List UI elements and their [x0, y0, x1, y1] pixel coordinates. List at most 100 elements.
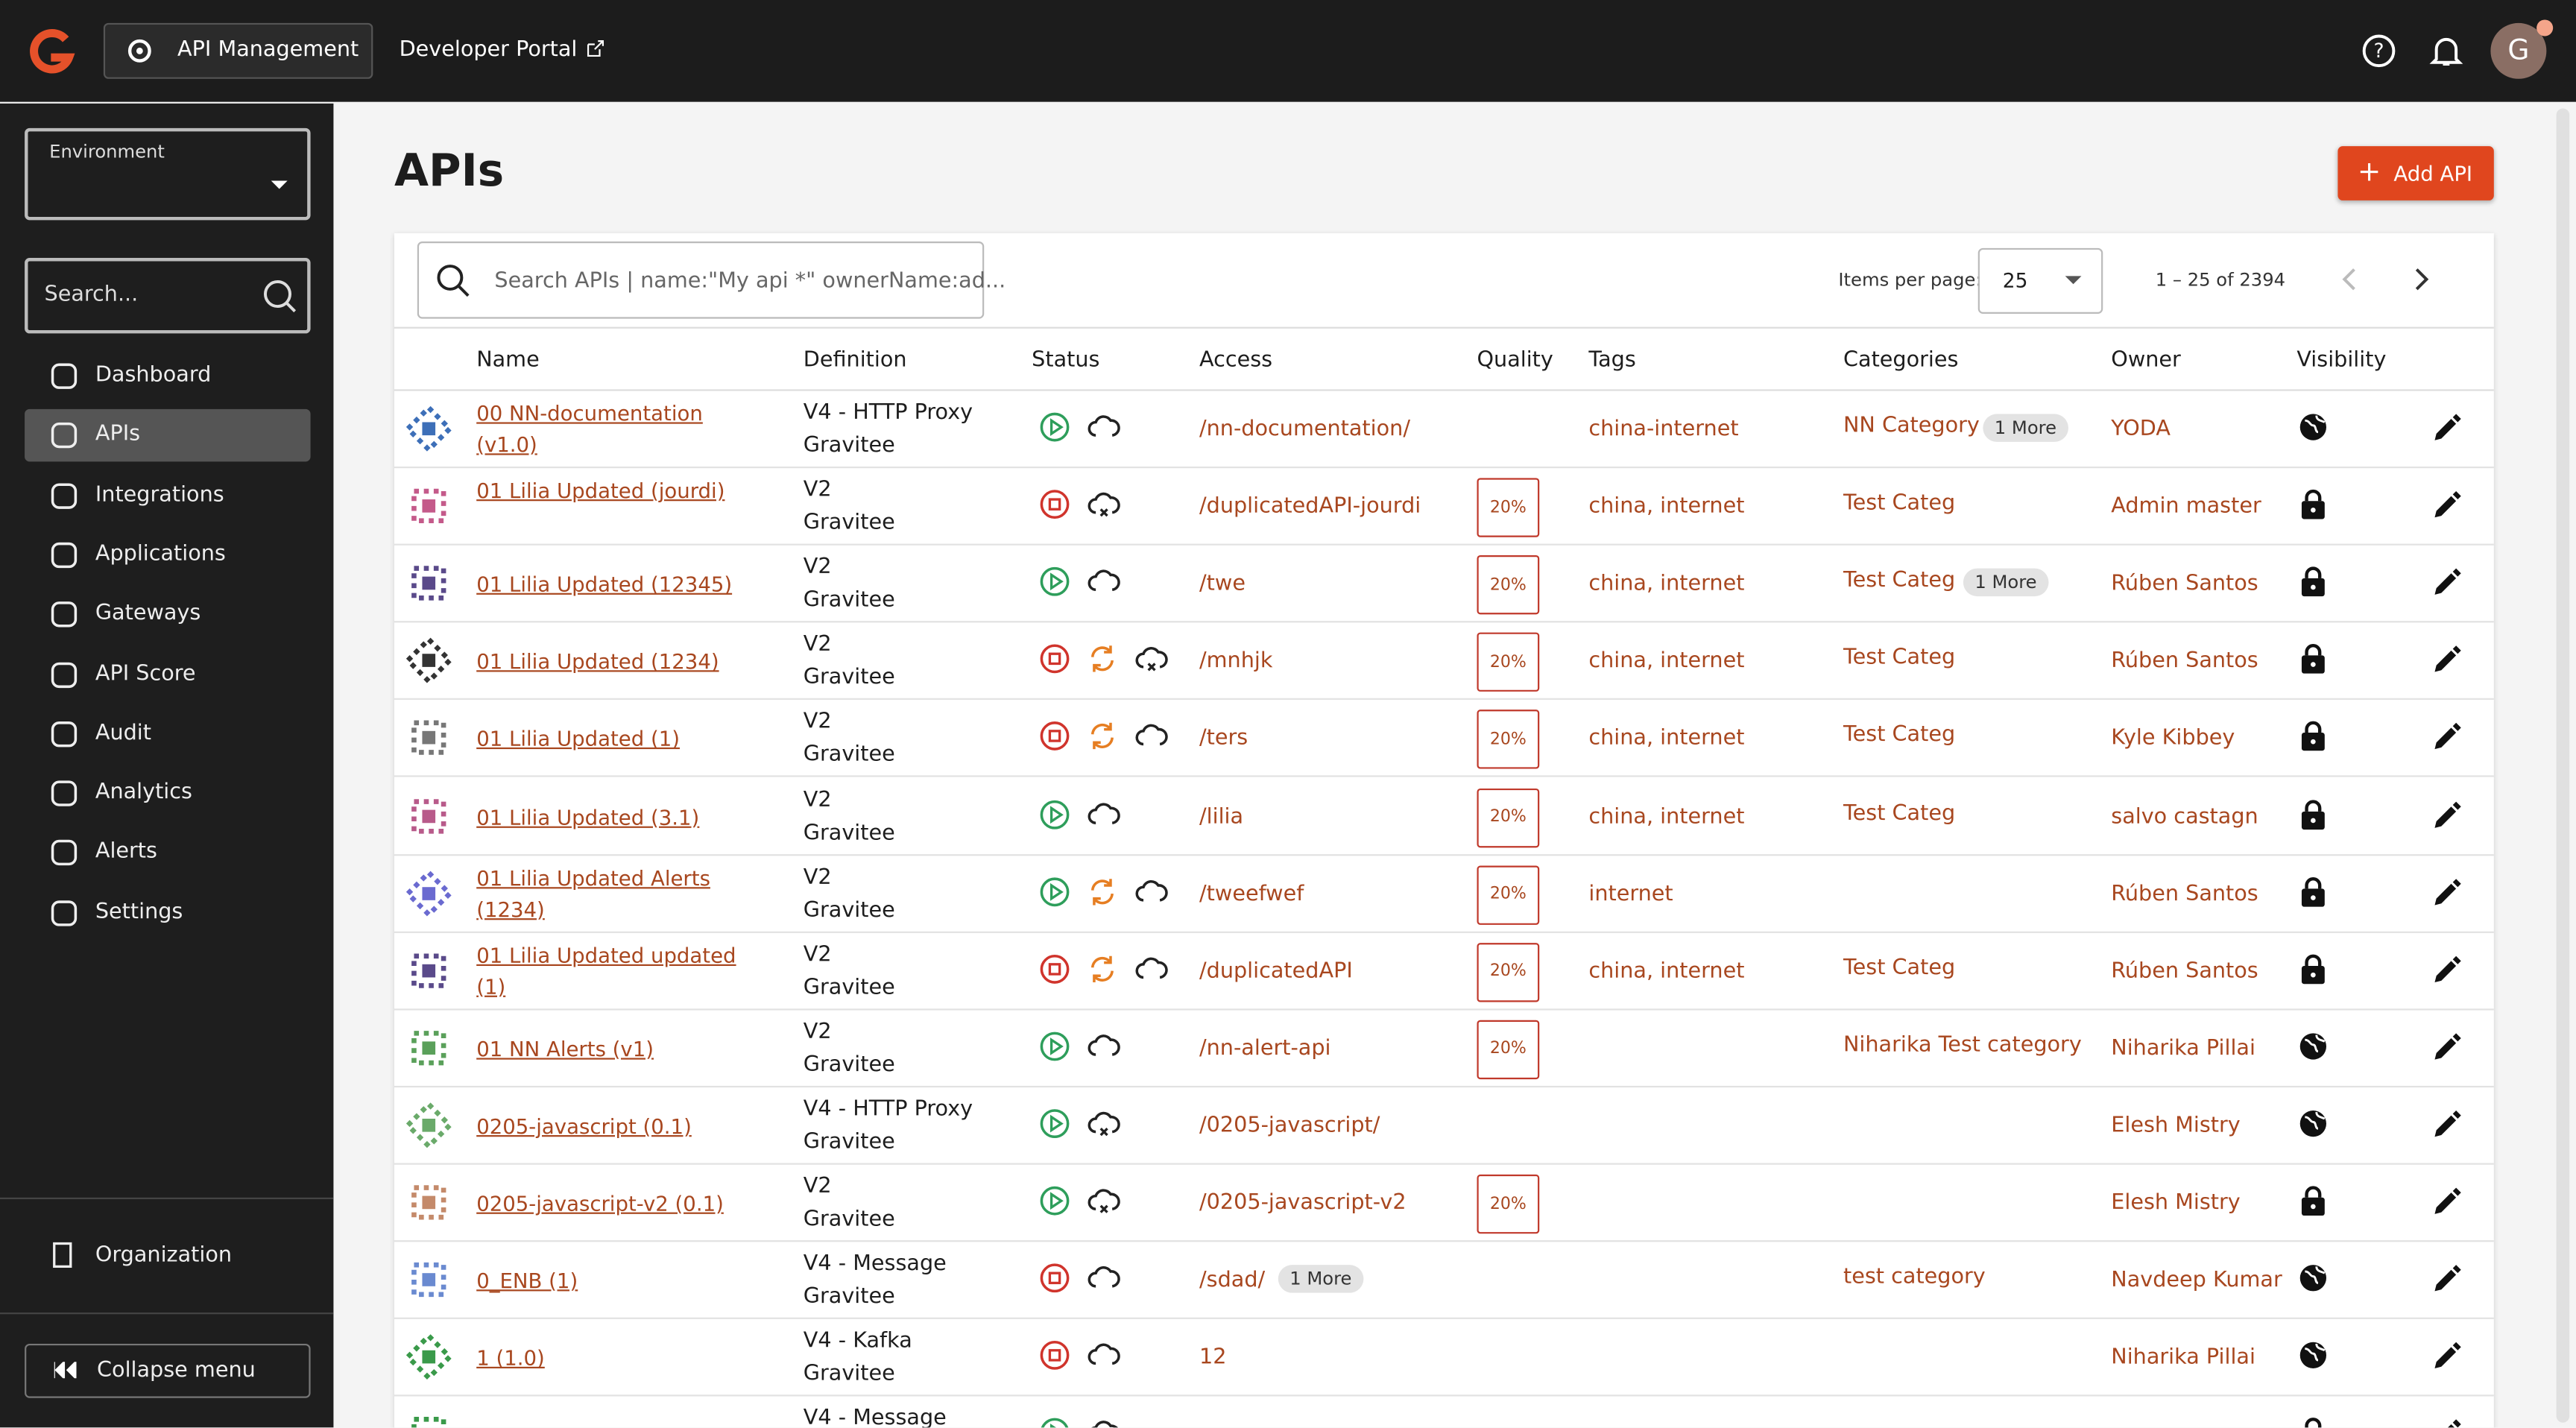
table-row[interactable]: 01 NN Alerts (v1) V2 Gravitee/nn-alert-api…	[394, 1010, 2494, 1087]
menu-icon	[49, 421, 79, 451]
status-icon	[1038, 411, 1074, 446]
page-title: APIs	[394, 146, 505, 198]
table-row[interactable]: 00 NN-documentation (v1.0) V4 - HTTP Prox…	[394, 391, 2494, 469]
bell-icon[interactable]	[2428, 33, 2464, 69]
table-row[interactable]: 01 Lilia Updated updated (1) V2 Gravitee/d…	[394, 932, 2494, 1010]
api-tags: china-internet	[1588, 417, 1739, 442]
menu-icon	[49, 838, 79, 868]
access-more: 1 More	[1278, 1265, 1363, 1293]
status-icon-svg	[1040, 1186, 1070, 1216]
status-icon	[1086, 1339, 1122, 1375]
api-name[interactable]: 1 (1.0)	[476, 1345, 545, 1371]
table-row[interactable]: 01 Lilia Updated Alerts (1234) V2 Gravitee…	[394, 855, 2494, 933]
public-icon	[2296, 1339, 2329, 1372]
api-access: /0205-javascript/	[1199, 1113, 1380, 1139]
status-icon-svg	[1087, 493, 1120, 517]
table-row[interactable]: 01 Lilia Updated (1) V2 Gravitee/ters 20% ch…	[394, 701, 2494, 778]
items-per-page-select[interactable]: 25	[1977, 247, 2103, 314]
api-name[interactable]: 00 NN-documentation (v1.0)	[476, 400, 703, 457]
status-icon	[1038, 642, 1074, 678]
menu-item[interactable]: Applications	[95, 542, 226, 567]
sidebar-search[interactable]: Search...	[25, 258, 311, 334]
menu-item[interactable]: Analytics	[95, 780, 192, 806]
table-row[interactable]: 01 Lilia Updated (3.1) V2 Gravitee/lilia 20…	[394, 778, 2494, 856]
api-source: Gravitee	[803, 433, 895, 458]
api-tags: china, internet	[1588, 572, 1745, 597]
api-search[interactable]: Search APIs | name:"My api *" ownerName:…	[417, 241, 1006, 319]
status-icon-svg	[1090, 878, 1114, 905]
prev-page[interactable]	[2341, 268, 2358, 291]
menu-item[interactable]: Settings	[95, 900, 183, 925]
environment-select[interactable]: Environment	[25, 127, 311, 221]
status-icon	[1038, 566, 1074, 601]
status-icon	[1086, 566, 1122, 601]
api-avatar-svg	[404, 404, 453, 453]
menu-item[interactable]: Integrations	[95, 482, 224, 508]
api-owner: Elesh Mistry	[2111, 1190, 2241, 1216]
menu-item[interactable]: Dashboard	[95, 363, 212, 388]
api-name[interactable]: 0205-javascript (0.1)	[476, 1113, 692, 1139]
api-access: /nn-alert-api	[1199, 1036, 1331, 1061]
api-name[interactable]: 01 Lilia Updated (jourdi)	[476, 478, 725, 503]
nav-primary[interactable]: API Management	[103, 22, 373, 79]
next-page[interactable]	[2414, 268, 2430, 291]
api-access: /0205-javascript-v2	[1199, 1190, 1407, 1216]
api-name[interactable]: 01 NN Alerts (v1)	[476, 1036, 654, 1061]
quality-score: 20%	[1477, 1174, 1540, 1234]
status-icon-svg	[1087, 1266, 1120, 1288]
table-row[interactable]: V4 - Message	[394, 1397, 2494, 1428]
api-name[interactable]: 01 Lilia Updated (3.1)	[476, 803, 700, 829]
api-name[interactable]: 01 Lilia Updated Alerts (1234)	[476, 865, 710, 921]
api-definition: V2	[803, 942, 832, 967]
public-icon-svg	[2299, 414, 2327, 440]
quality-score: 20%	[1477, 710, 1540, 770]
table-row[interactable]: 0205-javascript-v2 (0.1) V2 Gravitee/0205-…	[394, 1165, 2494, 1242]
organization[interactable]: Organization	[95, 1243, 233, 1269]
table-row[interactable]: 0205-javascript (0.1) V4 - HTTP Proxy Grav…	[394, 1087, 2494, 1165]
quality-score: 20%	[1477, 942, 1540, 1002]
help-icon[interactable]: ?	[2361, 33, 2396, 69]
status-icon-svg	[1040, 412, 1070, 442]
table-row[interactable]: 01 Lilia Updated (1234) V2 Gravitee/mnhjk 2…	[394, 623, 2494, 701]
edit-icon	[2430, 1186, 2463, 1219]
api-categories: Test Categ	[1843, 491, 1956, 516]
api-name[interactable]: 01 Lilia Updated updated (1)	[476, 942, 736, 999]
table-row[interactable]: 01 Lilia Updated (12345) V2 Gravitee/twe 20…	[394, 546, 2494, 623]
api-definition: V4 - Message	[803, 1406, 947, 1428]
status-icon	[1038, 1417, 1074, 1428]
svg-text:?: ?	[2374, 40, 2384, 63]
collapse-label: Collapse menu	[97, 1358, 256, 1383]
api-definition: V2	[803, 633, 832, 658]
table-row[interactable]: 1 (1.0) V4 - Kafka Gravitee 12 Niharika Pill…	[394, 1319, 2494, 1397]
table-row[interactable]: 01 Lilia Updated (jourdi) V2 Gravitee/dupl…	[394, 468, 2494, 546]
api-definition: V4 - Message	[803, 1251, 947, 1277]
api-name[interactable]: 01 Lilia Updated (1)	[476, 727, 681, 752]
api-tags: china, internet	[1588, 727, 1745, 752]
status-icon-svg	[1040, 1031, 1070, 1061]
quality-score: 20%	[1477, 478, 1540, 537]
collapse-button[interactable]: Collapse menu	[25, 1343, 311, 1398]
api-name[interactable]: 0205-javascript-v2 (0.1)	[476, 1190, 724, 1216]
menu-item[interactable]: Gateways	[95, 601, 201, 627]
api-owner: Niharika Pillai	[2111, 1345, 2255, 1371]
api-access: /sdad/	[1199, 1268, 1266, 1293]
private-icon	[2296, 875, 2329, 908]
menu-item[interactable]: APIs	[95, 423, 141, 448]
api-avatar	[405, 1025, 452, 1071]
menu-item[interactable]: Alerts	[95, 840, 157, 865]
api-name[interactable]: 01 Lilia Updated (12345)	[476, 572, 733, 597]
table-row[interactable]: 0_ENB (1) V4 - Message Gravitee/sdad/1 Mor…	[394, 1242, 2494, 1320]
status-icon	[1038, 1339, 1074, 1375]
menu-item[interactable]: Audit	[95, 721, 151, 746]
api-access: /duplicatedAPI-jourdi	[1199, 494, 1421, 519]
status-icon-svg	[1041, 1418, 1069, 1428]
add-api-button[interactable]: + Add API	[2337, 146, 2494, 200]
api-name[interactable]: 0_ENB (1)	[476, 1268, 578, 1293]
edit-icon-svg	[2434, 1342, 2461, 1369]
status-icon	[1038, 1262, 1074, 1298]
api-name[interactable]: 01 Lilia Updated (1234)	[476, 649, 719, 674]
menu-item[interactable]: API Score	[95, 661, 196, 686]
private-icon	[2296, 566, 2329, 598]
nav-secondary[interactable]: Developer Portal	[399, 37, 578, 63]
quality-score: 20%	[1477, 633, 1540, 692]
